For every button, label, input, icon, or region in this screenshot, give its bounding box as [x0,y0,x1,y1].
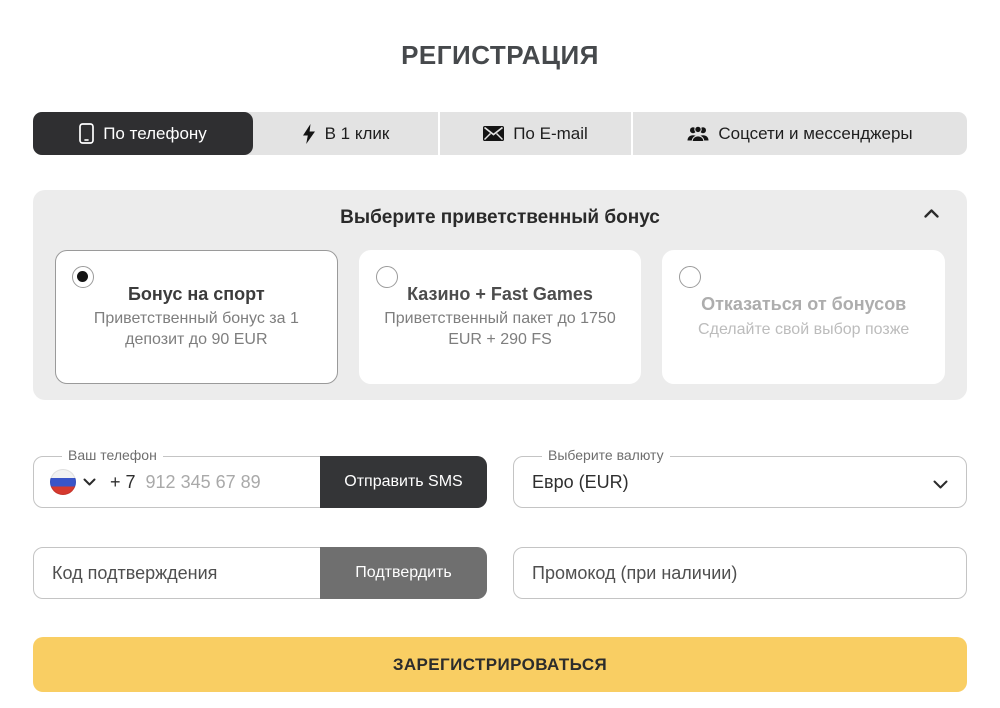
radio-selected-icon[interactable] [72,266,94,288]
bonus-card-title: Бонус на спорт [127,283,265,304]
confirm-promo-row: Подтвердить [33,547,967,599]
confirm-field-group: Подтвердить [33,547,487,599]
bonus-panel: Выберите приветственный бонус Бонус на с… [33,190,967,400]
register-button[interactable]: ЗАРЕГИСТРИРОВАТЬСЯ [33,637,967,692]
bonus-cards: Бонус на спорт Приветственный бонус за 1… [55,250,946,384]
bonus-card-description: Приветственный пакет до 1750 EUR + 290 F… [384,310,616,349]
promo-code-input[interactable] [514,548,966,598]
russia-flag-icon [50,469,76,495]
bonus-card-sport[interactable]: Бонус на спорт Приветственный бонус за 1… [55,250,338,384]
tab-by-email[interactable]: По E-mail [438,112,631,155]
envelope-icon [483,126,505,141]
currency-value: Евро (EUR) [532,471,629,492]
phone-field-group: Ваш телефон + 7 Отправить SMS [33,447,487,508]
chevron-down-icon[interactable] [83,478,96,486]
bonus-card-casino[interactable]: Казино + Fast Games Приветственный пакет… [358,250,642,384]
tab-one-click[interactable]: В 1 клик [253,112,438,155]
tab-label: По E-mail [513,123,588,143]
chevron-down-icon [933,476,948,494]
chevron-up-icon[interactable] [924,209,939,218]
registration-method-tabs: По телефону В 1 клик По E-mail Соцсети и… [33,112,967,155]
tab-label: Соцсети и мессенджеры [718,123,913,143]
promo-field-group [513,547,967,599]
currency-label: Выберите валюту [542,447,670,463]
confirm-button[interactable]: Подтвердить [320,547,487,599]
tab-by-phone[interactable]: По телефону [33,112,253,155]
phone-field: + 7 Отправить SMS [33,456,487,508]
bonus-card-refuse[interactable]: Отказаться от бонусов Сделайте свой выбо… [662,250,946,384]
lightning-icon [302,123,316,144]
phone-prefix: + 7 [110,471,136,492]
currency-select[interactable]: Евро (EUR) [513,456,967,508]
tab-label: В 1 клик [324,123,390,143]
radio-unselected-icon[interactable] [375,266,398,288]
tab-label: По телефону [103,123,207,143]
tab-socials[interactable]: Соцсети и мессенджеры [631,112,967,155]
currency-field-group: Выберите валюту Евро (EUR) [513,447,967,508]
bonus-card-title: Отказаться от бонусов [701,294,907,315]
bonus-card-description: Сделайте свой выбор позже [698,320,910,338]
phone-currency-row: Ваш телефон + 7 Отправить SMS Выберите в… [33,447,967,508]
promo-field [513,547,967,599]
confirm-field: Подтвердить [33,547,487,599]
bonus-panel-title: Выберите приветственный бонус [340,207,660,228]
people-icon [687,125,709,142]
send-sms-button[interactable]: Отправить SMS [320,456,487,508]
bonus-card-description: Приветственный бонус за 1 депозит до 90 … [93,310,299,349]
bonus-card-title: Казино + Fast Games [407,283,593,304]
bonus-panel-header: Выберите приветственный бонус [55,207,945,229]
phone-label: Ваш телефон [62,447,163,463]
phone-icon [79,123,95,144]
page-title: РЕГИСТРАЦИЯ [401,40,599,70]
radio-unselected-icon[interactable] [679,266,702,288]
